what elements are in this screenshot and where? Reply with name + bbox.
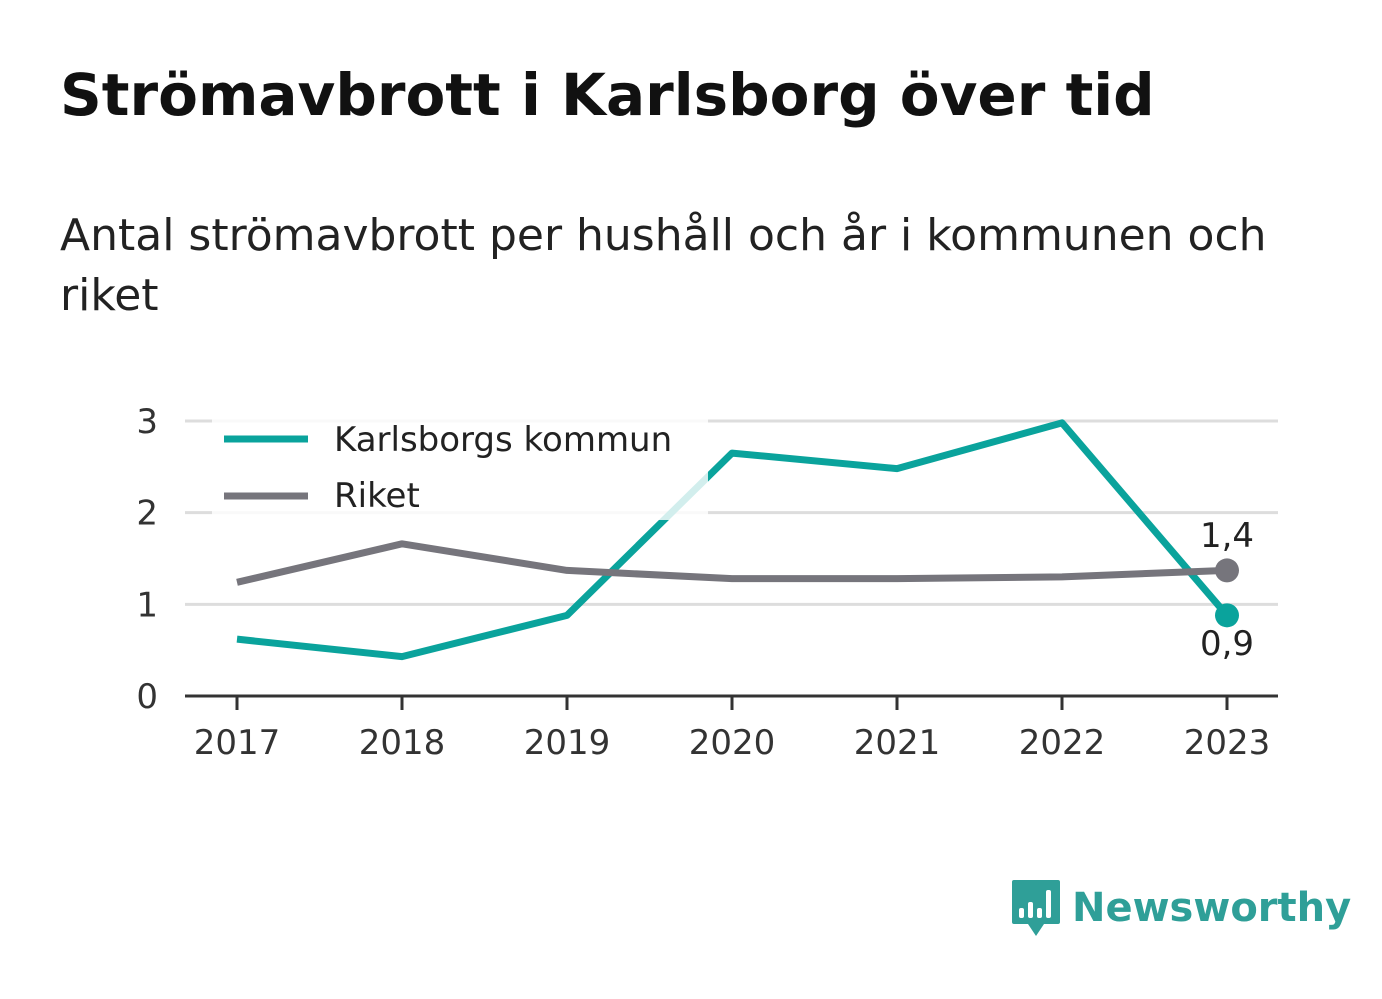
- x-tick-label: 2021: [854, 723, 941, 763]
- legend-background: [212, 412, 708, 520]
- brand-logo: Newsworthy: [1010, 878, 1351, 938]
- chart-title: Strömavbrott i Karlsborg över tid: [60, 61, 1155, 129]
- x-tick-label: 2023: [1184, 723, 1271, 763]
- end-markers: 1,4 0,9: [1200, 516, 1254, 664]
- newsworthy-logo-icon: [1012, 880, 1060, 936]
- x-tick-label: 2017: [194, 723, 281, 763]
- y-tick-label: 3: [136, 402, 158, 442]
- x-tick-label: 2019: [524, 723, 611, 763]
- legend-label-karlsborg: Karlsborgs kommun: [334, 420, 672, 460]
- series-line-1: [236, 540, 1228, 586]
- legend: Karlsborgs kommun Riket: [212, 412, 708, 520]
- x-axis: 2017 2018 2019 2020 2021 2022 2023: [185, 694, 1278, 763]
- x-tick-label: 2018: [359, 723, 446, 763]
- y-tick-label: 1: [136, 585, 158, 625]
- x-tick-label: 2020: [689, 723, 776, 763]
- end-marker-1: [1215, 558, 1239, 583]
- x-tick-label: 2022: [1019, 723, 1106, 763]
- end-label-riket: 1,4: [1200, 516, 1254, 556]
- series-lines: [236, 419, 1230, 661]
- chart-subtitle: Antal strömavbrott per hushåll och år i …: [60, 210, 1267, 321]
- brand-name: Newsworthy: [1072, 885, 1352, 931]
- legend-label-riket: Riket: [334, 476, 420, 516]
- series-line-0: [236, 419, 1230, 661]
- y-tick-label: 0: [136, 677, 158, 717]
- end-label-karlsborg: 0,9: [1200, 624, 1254, 664]
- end-marker-0: [1215, 603, 1239, 628]
- y-tick-label: 2: [136, 494, 158, 534]
